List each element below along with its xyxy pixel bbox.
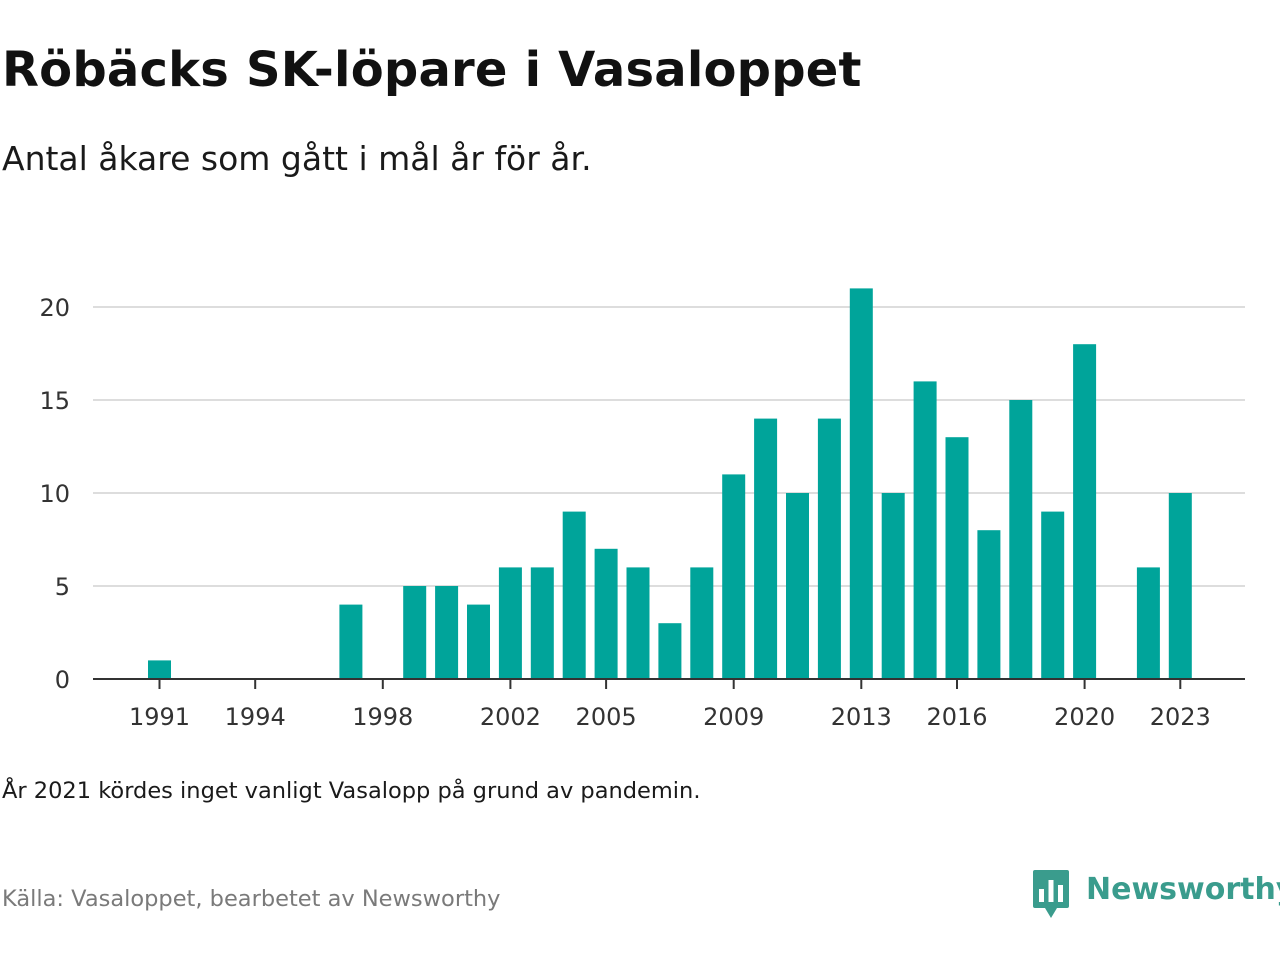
- y-tick-label: 10: [39, 480, 70, 508]
- y-axis-tick-labels: 0 5 10 15 20: [39, 294, 70, 694]
- bar-2001: [467, 604, 490, 679]
- bar-2018: [1009, 400, 1033, 679]
- bar-2020: [1073, 344, 1097, 679]
- x-tick-label: 2020: [1054, 703, 1115, 731]
- source-credit: Källa: Vasaloppet, bearbetet av Newswort…: [2, 886, 501, 912]
- bar-2008: [690, 567, 714, 679]
- bar-1999: [403, 586, 427, 679]
- x-tick-label: 2009: [703, 703, 764, 731]
- bars: [148, 288, 1192, 679]
- y-tick-label: 0: [55, 666, 70, 694]
- bar-2005: [594, 548, 618, 679]
- bar-2000: [435, 586, 459, 679]
- y-tick-label: 15: [39, 387, 70, 415]
- bar-2007: [658, 623, 682, 679]
- x-tick-label: 2016: [926, 703, 987, 731]
- bar-1991: [148, 660, 171, 679]
- x-tick-label: 1998: [352, 703, 413, 731]
- y-tick-label: 20: [39, 294, 70, 322]
- bar-2006: [626, 567, 650, 679]
- bar-chart: 0 5 10 15 20 1991 1994 1998 2002 2005 2009 2013 201…: [39, 288, 1245, 731]
- bar-2009: [722, 474, 746, 679]
- brand-logo[interactable]: Newsworthy: [1031, 868, 1280, 922]
- bar-2010: [754, 418, 778, 679]
- chart-title: Röbäcks SK-löpare i Vasaloppet: [2, 42, 862, 98]
- bar-1997: [339, 604, 363, 679]
- x-tick-label: 2005: [576, 703, 637, 731]
- bar-2019: [1041, 511, 1065, 679]
- x-tick-label: 2002: [480, 703, 541, 731]
- bar-2014: [881, 493, 905, 679]
- chart-subtitle: Antal åkare som gått i mål år för år.: [2, 139, 592, 178]
- bar-2012: [817, 418, 841, 679]
- newsworthy-logo-icon: [1033, 870, 1069, 918]
- brand-name: Newsworthy: [1086, 872, 1280, 907]
- bar-2003: [530, 567, 554, 679]
- x-tick-label: 2023: [1150, 703, 1211, 731]
- x-tick-label: 1994: [225, 703, 286, 731]
- x-axis-ticks: 1991 1994 1998 2002 2005 2009 2013 2016 2020 2023: [129, 679, 1211, 731]
- bar-2011: [786, 493, 809, 679]
- bar-2017: [977, 530, 1001, 679]
- gridlines: [93, 306, 1245, 587]
- footnote: År 2021 kördes inget vanligt Vasalopp på…: [2, 778, 701, 804]
- x-tick-label: 1991: [129, 703, 190, 731]
- bar-2016: [945, 437, 969, 679]
- bar-2013: [849, 288, 873, 679]
- x-tick-label: 2013: [831, 703, 892, 731]
- bar-2015: [913, 381, 937, 679]
- bar-2004: [562, 511, 586, 679]
- bar-2002: [498, 567, 522, 679]
- bar-2023: [1168, 493, 1192, 679]
- bar-2022: [1136, 567, 1160, 679]
- y-tick-label: 5: [55, 573, 70, 601]
